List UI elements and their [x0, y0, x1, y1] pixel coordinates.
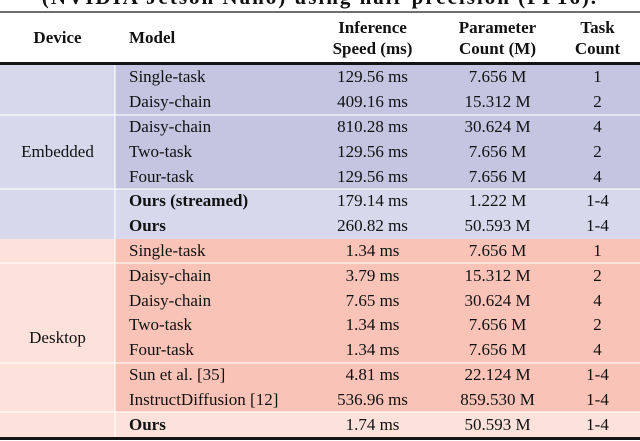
- table-bottom-rule: [0, 436, 640, 440]
- params-cell: 7.656 M: [440, 164, 555, 189]
- params-cell: 15.312 M: [440, 263, 555, 289]
- params-cell: 30.624 M: [440, 114, 555, 140]
- model-cell: Daisy-chain: [115, 114, 305, 140]
- tasks-cell: 4: [555, 337, 640, 363]
- speed-cell: 536.96 ms: [305, 387, 440, 413]
- header-inference-speed-line1: Inference: [338, 17, 407, 37]
- header-task-count: Task Count: [555, 13, 640, 62]
- device-cell-embedded: Embedded: [0, 65, 115, 239]
- speed-cell: 129.56 ms: [305, 164, 440, 189]
- tasks-cell: 2: [555, 312, 640, 338]
- params-cell: 7.656 M: [440, 312, 555, 338]
- tasks-cell: 2: [555, 89, 640, 115]
- header-task-count-line1: Task: [580, 17, 615, 37]
- params-cell: 1.222 M: [440, 188, 555, 214]
- model-cell: Ours (streamed): [115, 188, 305, 214]
- speed-cell: 409.16 ms: [305, 89, 440, 115]
- speed-cell: 810.28 ms: [305, 114, 440, 140]
- params-cell: 7.656 M: [440, 65, 555, 90]
- tasks-cell: 4: [555, 114, 640, 140]
- tasks-cell: 1-4: [555, 213, 640, 239]
- model-cell: Daisy-chain: [115, 288, 305, 313]
- speed-cell: 179.14 ms: [305, 188, 440, 214]
- header-model: Model: [115, 13, 305, 62]
- params-cell: 7.656 M: [440, 337, 555, 363]
- tasks-cell: 2: [555, 263, 640, 289]
- model-cell: Ours: [115, 412, 305, 437]
- table-header: Device Model Inference Speed (ms) Parame…: [0, 13, 640, 65]
- model-cell: Single-task: [115, 238, 305, 264]
- speed-cell: 260.82 ms: [305, 213, 440, 239]
- table-top-rule: [0, 11, 640, 13]
- header-parameter-count-line1: Parameter: [458, 17, 537, 37]
- model-cell: Single-task: [115, 65, 305, 90]
- caption-text: (NVIDIA Jetson Nano) using half-precisio…: [0, 0, 640, 9]
- speed-cell: 1.34 ms: [305, 312, 440, 338]
- tasks-cell: 4: [555, 164, 640, 189]
- params-cell: 7.656 M: [440, 139, 555, 165]
- row-group-separator: [0, 411, 640, 414]
- caption-clipped-line: (NVIDIA Jetson Nano) using half-precisio…: [0, 0, 640, 10]
- model-cell: Daisy-chain: [115, 89, 305, 115]
- header-device-label: Device: [33, 28, 82, 47]
- header-inference-speed-line2: Speed (ms): [332, 38, 413, 58]
- tasks-cell: 2: [555, 139, 640, 165]
- header-task-count-line2: Count: [574, 38, 621, 58]
- speed-cell: 1.34 ms: [305, 238, 440, 264]
- speed-cell: 4.81 ms: [305, 362, 440, 388]
- table-body: Embedded Single-task 129.56 ms 7.656 M 1 Dais…: [0, 65, 640, 437]
- header-model-label: Model: [129, 28, 176, 47]
- model-cell: Daisy-chain: [115, 263, 305, 289]
- tasks-cell: 4: [555, 288, 640, 313]
- tasks-cell: 1-4: [555, 188, 640, 214]
- device-cell-desktop: Desktop: [0, 238, 115, 437]
- params-cell: 859.530 M: [440, 387, 555, 413]
- params-cell: 50.593 M: [440, 412, 555, 437]
- params-cell: 30.624 M: [440, 288, 555, 313]
- row-group-separator: [0, 188, 640, 190]
- params-cell: 15.312 M: [440, 89, 555, 115]
- model-cell: Ours: [115, 213, 305, 239]
- row-group-separator: [0, 361, 640, 364]
- speed-cell: 1.34 ms: [305, 337, 440, 363]
- speed-cell: 129.56 ms: [305, 65, 440, 90]
- tasks-cell: 1-4: [555, 387, 640, 413]
- tasks-cell: 1-4: [555, 362, 640, 388]
- speed-cell: 1.74 ms: [305, 412, 440, 437]
- model-cell: Two-task: [115, 312, 305, 338]
- tasks-cell: 1-4: [555, 412, 640, 437]
- model-cell: Two-task: [115, 139, 305, 165]
- header-parameter-count: Parameter Count (M): [440, 13, 555, 62]
- header-parameter-count-line2: Count (M): [459, 38, 536, 58]
- tasks-cell: 1: [555, 238, 640, 264]
- params-cell: 50.593 M: [440, 213, 555, 239]
- params-cell: 22.124 M: [440, 362, 555, 388]
- params-cell: 7.656 M: [440, 238, 555, 264]
- model-cell: Four-task: [115, 337, 305, 363]
- device-column-divider: [114, 65, 116, 437]
- speed-cell: 7.65 ms: [305, 288, 440, 313]
- model-cell: InstructDiffusion [12]: [115, 387, 305, 413]
- speed-cell: 129.56 ms: [305, 139, 440, 165]
- speed-cell: 3.79 ms: [305, 263, 440, 289]
- row-group-separator: [0, 113, 640, 116]
- tasks-cell: 1: [555, 65, 640, 90]
- row-group-separator: [0, 262, 640, 265]
- header-inference-speed: Inference Speed (ms): [305, 13, 440, 62]
- model-cell: Four-task: [115, 164, 305, 189]
- header-device: Device: [0, 13, 115, 62]
- model-cell: Sun et al. [35]: [115, 362, 305, 388]
